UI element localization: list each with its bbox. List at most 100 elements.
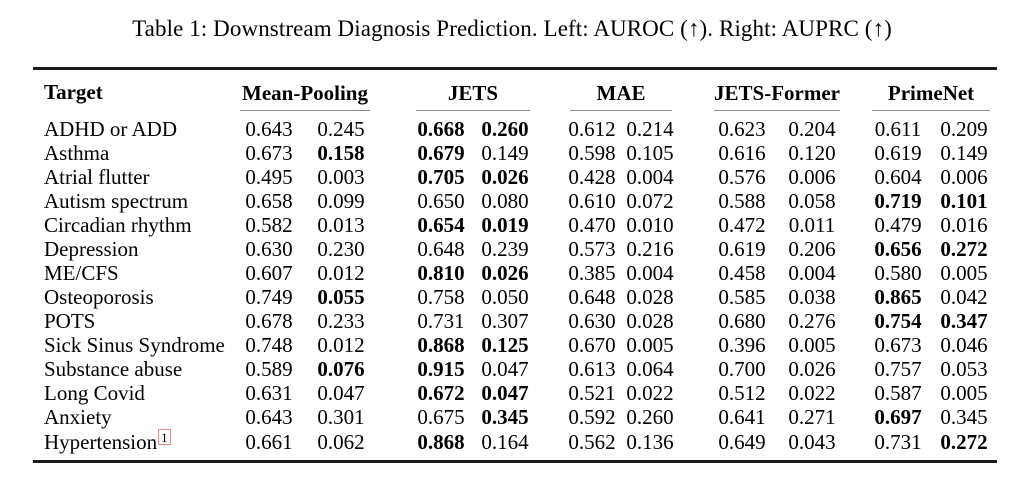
- value-cell: 0.022: [626, 381, 674, 405]
- value-cell: 0.038: [788, 285, 836, 309]
- value-cell: 0.521: [568, 381, 616, 405]
- value-cell: 0.012: [317, 261, 365, 285]
- row-target: Asthma: [44, 141, 110, 165]
- column-spacer: [847, 111, 865, 141]
- column-spacer: [847, 309, 865, 333]
- value-cell: 0.749: [245, 285, 293, 309]
- column-spacer: [537, 309, 563, 333]
- value-cell: 0.214: [626, 117, 674, 141]
- value-cell: 0.042: [940, 285, 988, 309]
- value-cell: 0.585: [718, 285, 766, 309]
- value-cell: 0.101: [940, 189, 988, 213]
- value-cell: 0.105: [626, 141, 674, 165]
- value-cell: 0.470: [568, 213, 616, 237]
- value-cell: 0.047: [481, 381, 529, 405]
- value-cell: 0.458: [718, 261, 766, 285]
- value-cell: 0.149: [481, 141, 529, 165]
- column-spacer: [537, 429, 563, 462]
- column-spacer: [679, 111, 707, 141]
- column-spacer: [679, 285, 707, 309]
- row-target: Osteoporosis: [44, 285, 154, 309]
- group-label: JETS: [416, 81, 531, 111]
- table-row: Autism spectrum 0.658 0.099 0.650 0.080 0.610…: [33, 189, 997, 213]
- value-cell: 0.010: [626, 213, 674, 237]
- value-cell: 0.072: [626, 189, 674, 213]
- table-row: ME/CFS 0.607 0.012 0.810 0.026 0.385 0.004 0.45…: [33, 261, 997, 285]
- value-cell: 0.661: [245, 429, 293, 454]
- value-cell: 0.643: [245, 117, 293, 141]
- value-cell: 0.915: [417, 357, 465, 381]
- column-spacer: [537, 141, 563, 165]
- value-cell: 0.345: [940, 405, 988, 429]
- column-spacer: [377, 405, 409, 429]
- value-cell: 0.658: [245, 189, 293, 213]
- value-cell: 0.758: [417, 285, 465, 309]
- column-spacer: [847, 261, 865, 285]
- value-cell: 0.016: [940, 213, 988, 237]
- value-cell: 0.631: [245, 381, 293, 405]
- value-cell: 0.619: [718, 237, 766, 261]
- column-spacer: [847, 213, 865, 237]
- value-cell: 0.053: [940, 357, 988, 381]
- value-cell: 0.055: [317, 285, 365, 309]
- column-spacer: [537, 189, 563, 213]
- value-cell: 0.345: [481, 405, 529, 429]
- value-cell: 0.006: [940, 165, 988, 189]
- value-cell: 0.260: [481, 117, 529, 141]
- col-header-mae: MAE: [563, 69, 679, 111]
- column-spacer: [537, 285, 563, 309]
- column-spacer: [377, 357, 409, 381]
- value-cell: 0.587: [874, 381, 922, 405]
- value-cell: 0.260: [626, 405, 674, 429]
- value-cell: 0.239: [481, 237, 529, 261]
- value-cell: 0.675: [417, 405, 465, 429]
- row-target: Circadian rhythm: [44, 213, 192, 237]
- value-cell: 0.076: [317, 357, 365, 381]
- column-spacer: [679, 261, 707, 285]
- column-spacer: [847, 189, 865, 213]
- column-spacer: [679, 333, 707, 357]
- value-cell: 0.731: [417, 309, 465, 333]
- column-spacer: [847, 429, 865, 462]
- value-cell: 0.209: [940, 117, 988, 141]
- value-cell: 0.064: [626, 357, 674, 381]
- value-cell: 0.047: [317, 381, 365, 405]
- results-table: Target Mean-Pooling JETS MAE JETS-Former…: [33, 67, 998, 463]
- header-row: Target Mean-Pooling JETS MAE JETS-Former…: [33, 69, 997, 112]
- table-row: POTS 0.678 0.233 0.731 0.307 0.630 0.028 0.680 0…: [33, 309, 997, 333]
- value-cell: 0.512: [718, 381, 766, 405]
- value-cell: 0.158: [317, 141, 365, 165]
- value-cell: 0.648: [417, 237, 465, 261]
- value-cell: 0.043: [788, 429, 836, 454]
- column-spacer: [377, 69, 409, 112]
- value-cell: 0.810: [417, 261, 465, 285]
- row-target: Autism spectrum: [44, 189, 189, 213]
- value-cell: 0.216: [626, 237, 674, 261]
- table-body: ADHD or ADD 0.643 0.245 0.668 0.260 0.612 0.21…: [33, 111, 997, 462]
- value-cell: 0.026: [481, 261, 529, 285]
- column-spacer: [679, 357, 707, 381]
- value-cell: 0.385: [568, 261, 616, 285]
- value-cell: 0.050: [481, 285, 529, 309]
- table-row: Depression 0.630 0.230 0.648 0.239 0.573 0.216…: [33, 237, 997, 261]
- value-cell: 0.670: [568, 333, 616, 357]
- footnote-link[interactable]: 1: [158, 429, 171, 445]
- value-cell: 0.026: [788, 357, 836, 381]
- table-row: Long Covid 0.631 0.047 0.672 0.047 0.521 0.022…: [33, 381, 997, 405]
- value-cell: 0.472: [718, 213, 766, 237]
- value-cell: 0.495: [245, 165, 293, 189]
- value-cell: 0.022: [788, 381, 836, 405]
- value-cell: 0.301: [317, 405, 365, 429]
- value-cell: 0.580: [874, 261, 922, 285]
- value-cell: 0.012: [317, 333, 365, 357]
- column-spacer: [377, 309, 409, 333]
- value-cell: 0.271: [788, 405, 836, 429]
- column-spacer: [377, 261, 409, 285]
- value-cell: 0.013: [317, 213, 365, 237]
- column-spacer: [537, 381, 563, 405]
- column-spacer: [537, 165, 563, 189]
- column-spacer: [847, 357, 865, 381]
- value-cell: 0.731: [874, 429, 922, 454]
- value-cell: 0.757: [874, 357, 922, 381]
- row-target: Substance abuse: [44, 357, 183, 381]
